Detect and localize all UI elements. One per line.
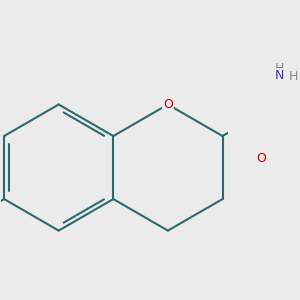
Text: N: N xyxy=(275,69,284,82)
Text: H: H xyxy=(289,70,298,83)
Text: H: H xyxy=(275,62,284,75)
Text: O: O xyxy=(163,98,173,111)
Text: O: O xyxy=(256,152,266,165)
